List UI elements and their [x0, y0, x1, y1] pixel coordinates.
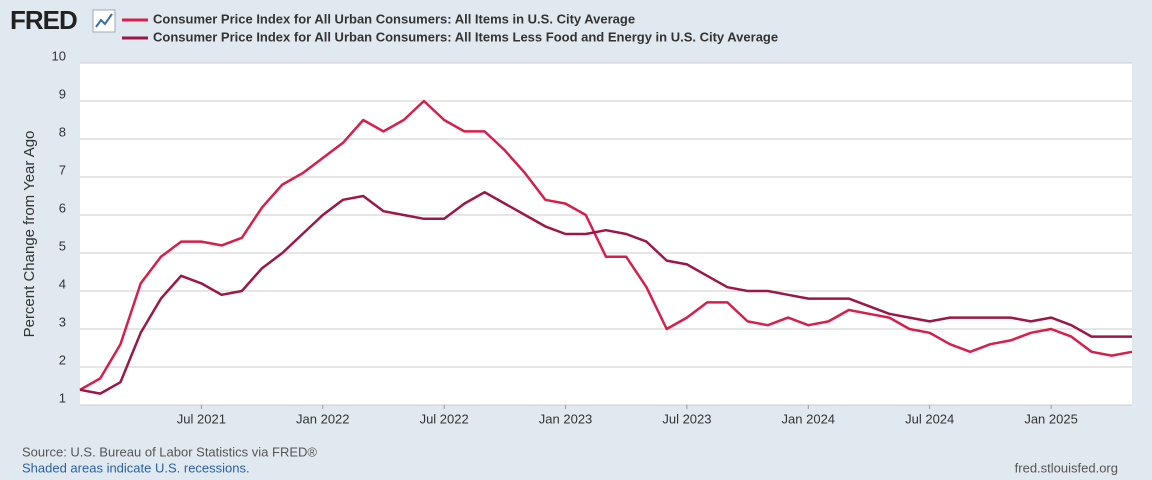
recession-note: Shaded areas indicate U.S. recessions. — [22, 460, 250, 475]
x-tick-label: Jan 2024 — [782, 411, 836, 426]
x-tick-label: Jul 2024 — [905, 411, 954, 426]
x-tick-label: Jan 2023 — [539, 411, 593, 426]
y-tick-label: 7 — [59, 162, 66, 177]
y-tick-label: 5 — [59, 238, 66, 253]
source: Source: U.S. Bureau of Labor Statistics … — [22, 444, 317, 459]
y-tick-label: 4 — [59, 276, 66, 291]
y-axis-label: Percent Change from Year Ago — [21, 131, 38, 338]
legend-entry: Consumer Price Index for All Urban Consu… — [153, 11, 635, 26]
site: fred.stlouisfed.org — [1015, 460, 1118, 475]
y-tick-label: 6 — [59, 200, 66, 215]
logo: FRED — [10, 5, 77, 35]
legend-entry: Consumer Price Index for All Urban Consu… — [153, 29, 778, 44]
series-line — [79, 99, 1133, 391]
y-tick-label: 8 — [59, 124, 66, 139]
x-tick-label: Jul 2022 — [420, 411, 469, 426]
y-tick-label: 9 — [59, 86, 66, 101]
y-tick-label: 10 — [52, 48, 66, 63]
x-tick-label: Jan 2025 — [1024, 411, 1078, 426]
x-tick-label: Jul 2023 — [662, 411, 711, 426]
y-tick-label: 2 — [59, 352, 66, 367]
y-tick-label: 1 — [59, 390, 66, 405]
series-line — [79, 190, 1132, 395]
x-tick-label: Jan 2022 — [296, 411, 350, 426]
x-tick-label: Jul 2021 — [177, 411, 226, 426]
logo-icon — [92, 9, 116, 33]
y-tick-label: 3 — [59, 314, 66, 329]
plot-area — [80, 63, 1132, 405]
